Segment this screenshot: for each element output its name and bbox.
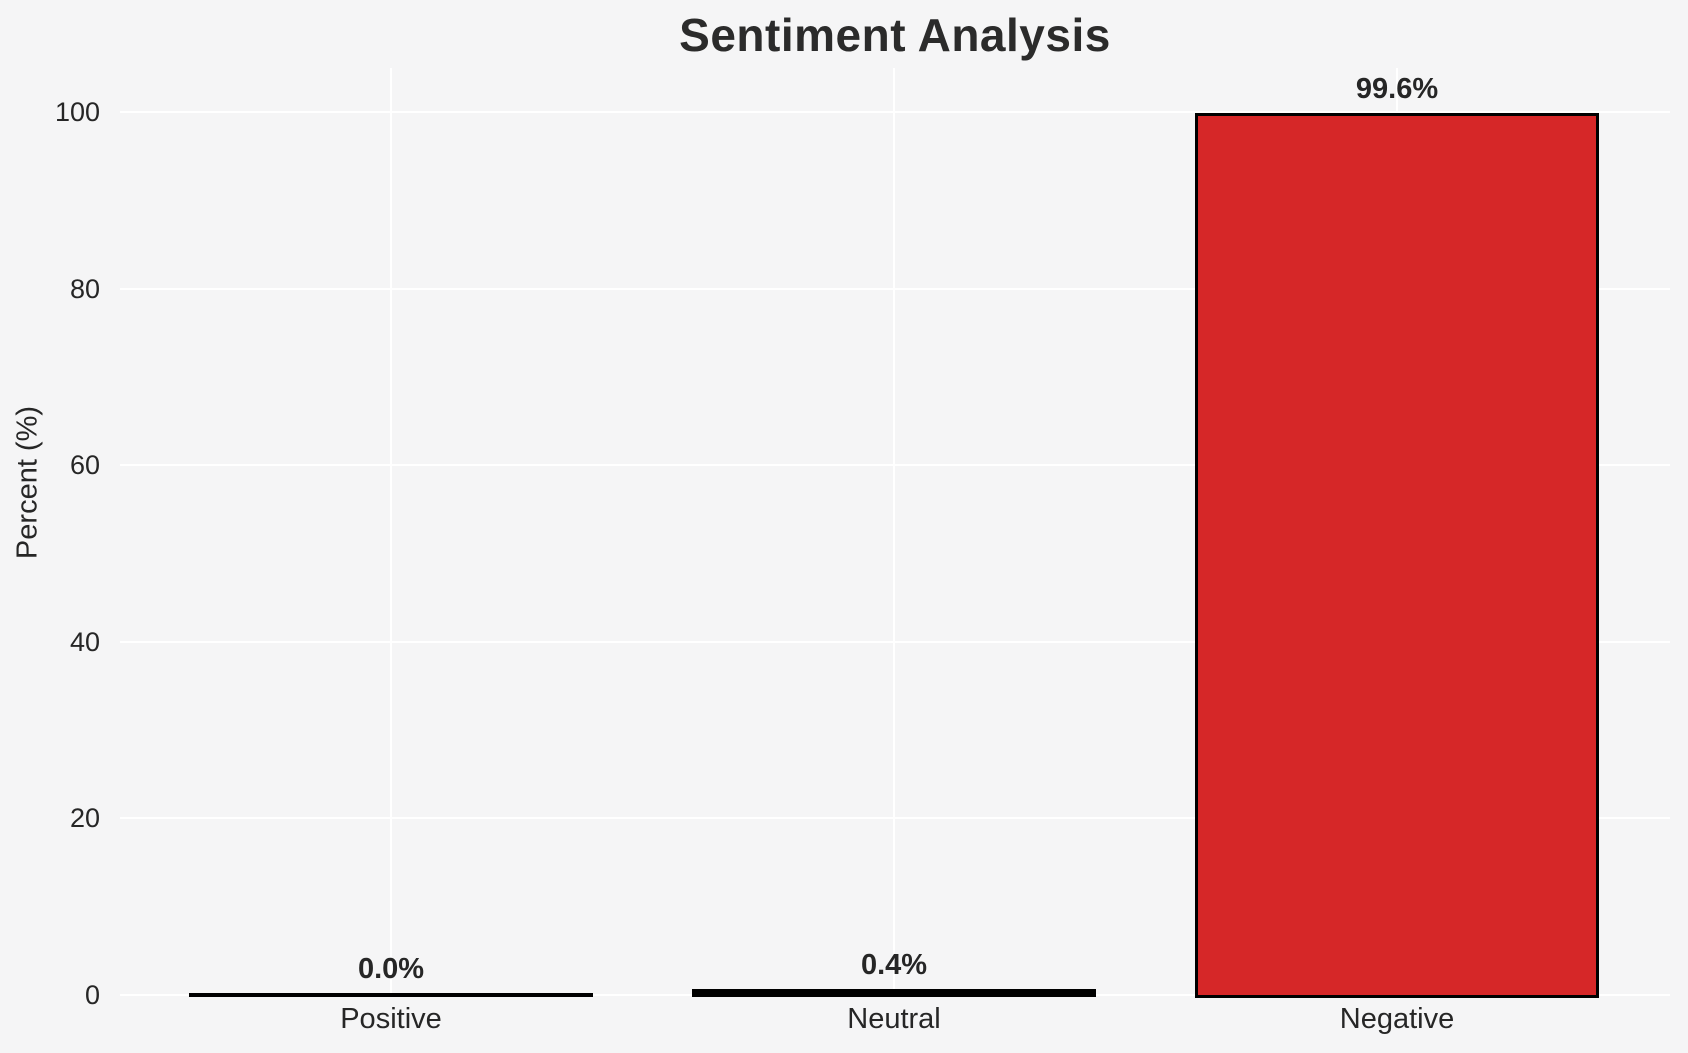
bar-negative xyxy=(1195,112,1599,998)
y-axis-label: Percent (%) xyxy=(11,405,44,560)
y-gridline xyxy=(120,640,1670,643)
y-gridline xyxy=(120,111,1670,113)
y-tick-label: 100 xyxy=(54,97,100,127)
y-tick-label: 0 xyxy=(84,980,100,1010)
chart-title: Sentiment Analysis xyxy=(679,9,1111,61)
y-gridline xyxy=(120,464,1670,467)
x-gridline xyxy=(390,67,392,995)
bar-value-label: 99.6% xyxy=(1355,72,1439,105)
bar-value-label: 0.4% xyxy=(860,949,928,982)
bar-positive xyxy=(189,993,593,997)
y-gridline xyxy=(120,817,1670,820)
bar-neutral xyxy=(692,989,1096,997)
x-tick-label: Negative xyxy=(1339,1003,1455,1035)
y-tick-label: 60 xyxy=(69,450,100,481)
y-tick-label: 20 xyxy=(69,803,100,834)
x-gridline xyxy=(893,67,895,995)
y-tick-label: 40 xyxy=(69,626,100,657)
y-gridline xyxy=(120,287,1670,290)
bar-value-label: 0.0% xyxy=(357,953,425,985)
x-tick-label: Positive xyxy=(340,1003,442,1035)
x-tick-label: Neutral xyxy=(847,1003,941,1035)
y-tick-label: 80 xyxy=(69,273,100,304)
